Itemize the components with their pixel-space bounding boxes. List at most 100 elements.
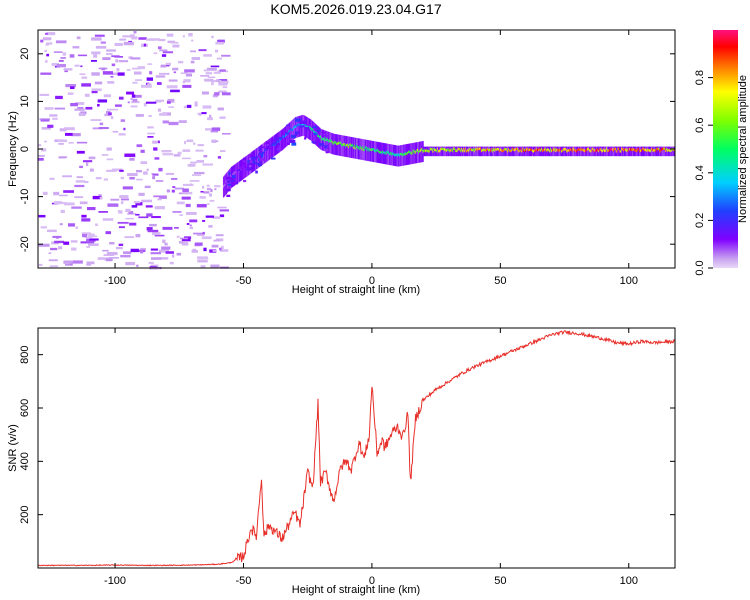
ridge-core [476,148,478,152]
noise-blob [189,226,194,230]
ridge-core [421,148,423,151]
ridge-core [361,148,363,151]
noise-blob [48,259,58,262]
ridge-core [262,151,264,155]
noise-blob [76,141,88,144]
ridge-core [410,152,413,155]
ridge-core [565,148,567,151]
ridge-halo [511,146,513,157]
ridge-core [257,154,260,157]
noise-blob [162,226,173,230]
ridge-core [587,147,590,150]
noise-blob [166,189,170,193]
ridge-halo [442,146,444,157]
ridge-core [237,170,239,173]
ridge-halo [462,146,465,157]
noise-blob [38,157,44,161]
ridge-halo [600,146,602,157]
ridge-halo [360,138,362,160]
noise-blob [91,90,98,94]
noise-blob [159,49,168,52]
ridge-fragment [272,141,277,145]
noise-blob [166,33,174,37]
noise-blob [159,112,168,116]
noise-blob [48,252,52,255]
snr-x-axis-title: Height of straight line (km) [292,584,420,596]
noise-blob [202,231,205,235]
ridge-fragment [226,180,230,183]
ridge-halo [457,146,459,157]
noise-blob [118,60,129,63]
ridge-core [343,142,345,146]
ridge-core [374,149,377,152]
ridge-core [466,149,468,153]
ridge-fragment [276,147,280,151]
ridge-halo [357,138,360,160]
ridge-core [348,143,351,147]
ridge-core [471,148,473,152]
ridge-core [418,149,421,153]
noise-blob [88,233,95,236]
ridge-halo [417,142,419,163]
ridge-fragment [226,188,231,192]
ridge-core [418,150,420,154]
noise-blob [194,242,203,246]
ridge-halo [514,146,516,157]
ridge-core [233,172,236,175]
ridge-core [524,149,527,152]
ridge-core [634,149,636,152]
noise-blob [89,238,99,241]
noise-blob [170,89,180,93]
noise-blob [115,59,119,63]
ridge-fragment [258,147,262,151]
noise-blob [183,140,187,145]
ridge-core [300,123,302,126]
ridge-halo [384,143,387,165]
noise-blob [146,77,154,81]
noise-blob [202,185,205,189]
ridge-halo [458,146,460,157]
noise-blob [207,117,213,121]
ridge-core [330,139,333,143]
noise-blob [105,231,112,235]
noise-blob [204,78,214,82]
noise-blob [149,38,160,41]
ridge-core [222,185,225,188]
ridge-halo [471,146,473,157]
ridge-halo [257,146,260,168]
ridge-core [452,149,454,153]
ridge-halo [238,161,240,183]
noise-blob [80,241,90,244]
noise-blob [210,264,220,268]
ridge-core [398,153,400,156]
noise-blob [60,57,66,59]
noise-blob [217,107,224,111]
ridge-core [525,148,528,151]
ridge-fragment [239,166,245,170]
ridge-core [416,149,418,153]
x-tick-label: -50 [236,275,252,287]
ridge-core [560,150,563,153]
ridge-fragment [316,129,321,132]
noise-blob [86,261,95,265]
noise-blob [202,105,212,109]
ridge-core [376,148,378,151]
ridge-core [569,148,572,151]
ridge-core [406,151,408,154]
ridge-core [278,140,280,143]
noise-blob [74,196,84,199]
ridge-core [581,147,583,151]
ridge-core [485,148,487,152]
ridge-core [459,147,461,151]
ridge-core [540,149,542,152]
ridge-halo [580,146,583,157]
ridge-core [533,150,535,153]
noise-blob [219,214,225,218]
noise-blob [140,250,144,254]
ridge-core [435,148,437,152]
ridge-core [532,149,534,153]
ridge-core [378,150,380,154]
ridge-fragment [316,141,320,145]
noise-blob [196,234,205,236]
noise-blob [189,183,192,186]
